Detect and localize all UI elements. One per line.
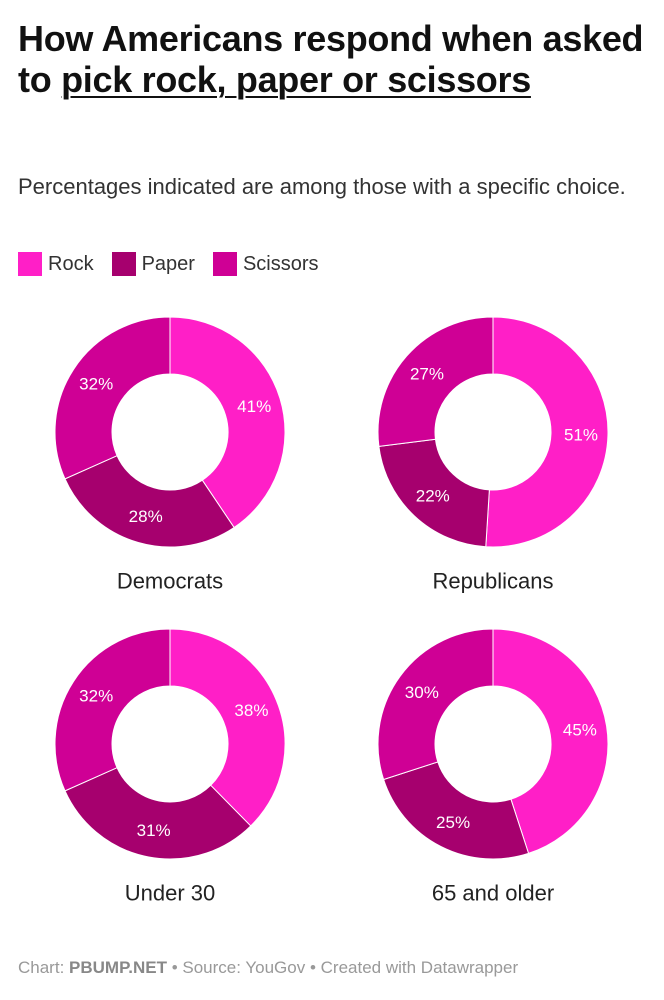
under-30-slice-paper[interactable] [64,766,252,860]
republicans-chart-title: Republicans [432,569,553,594]
footer-chart-prefix: Chart: [18,958,70,977]
republicans-slice-scissors[interactable] [377,316,494,447]
democrats-slice-scissors[interactable] [54,316,171,480]
donut-65-and-older: 45% 25% 30% 65 and older [377,628,609,906]
democrats-slice-paper[interactable] [64,454,235,548]
footer-credits: Chart: PBUMP.NET • Source: YouGov • Crea… [18,958,518,978]
donut-charts: 41% 28% 32% Democrats 51% 22% 27% Republicans 38… [54,316,609,906]
65-and-older-label-paper: 25% [436,813,470,832]
republicans-label-rock: 51% [564,425,598,444]
legend-swatch-paper [111,252,136,276]
republicans-label-scissors: 27% [410,364,444,383]
65-and-older-label-scissors: 30% [405,683,439,702]
65-and-older-slice-rock[interactable] [492,628,609,855]
legend-swatch-scissors [212,252,237,276]
legend-label-rock: Rock [48,252,94,275]
legend-item-scissors: Scissors [212,252,319,276]
republicans-slice-paper[interactable] [378,438,490,548]
under-30-label-scissors: 32% [79,687,113,706]
democrats-label-scissors: 32% [79,375,113,394]
under-30-chart-title: Under 30 [125,881,216,906]
under-30-label-paper: 31% [137,821,171,840]
donut-under-30: 38% 31% 32% Under 30 [54,628,286,906]
footer-source: • Source: YouGov • Created with Datawrap… [166,958,519,977]
chart-subtitle: Percentages indicated are among those wi… [18,174,626,199]
legend-item-rock: Rock [18,252,94,276]
65-and-older-slice-paper[interactable] [382,761,530,860]
65-and-older-label-rock: 45% [563,721,597,740]
under-30-label-rock: 38% [234,701,268,720]
legend: Rock Paper Scissors [18,252,337,276]
legend-label-scissors: Scissors [242,252,319,275]
legend-item-paper: Paper [111,252,195,276]
donut-republicans: 51% 22% 27% Republicans [377,316,609,594]
chart-title: How Americans respond when asked to pick… [18,18,648,100]
democrats-slice-rock[interactable] [169,316,286,529]
democrats-label-paper: 28% [129,507,163,526]
republicans-label-paper: 22% [416,487,450,506]
under-30-slice-rock[interactable] [169,628,286,827]
footer-chart-by: PBUMP.NET [69,958,167,977]
democrats-chart-title: Democrats [117,569,223,594]
legend-swatch-rock [18,252,42,276]
donut-democrats: 41% 28% 32% Democrats [54,316,286,594]
under-30-slice-scissors[interactable] [54,628,171,792]
65-and-older-chart-title: 65 and older [432,881,554,906]
legend-label-paper: Paper [141,252,195,275]
republicans-slice-rock[interactable] [485,316,609,548]
title-link[interactable]: pick rock, paper or scissors [61,59,531,100]
democrats-label-rock: 41% [237,397,271,416]
title-text: How Americans respond when asked to [18,18,644,100]
65-and-older-slice-scissors[interactable] [377,628,494,781]
